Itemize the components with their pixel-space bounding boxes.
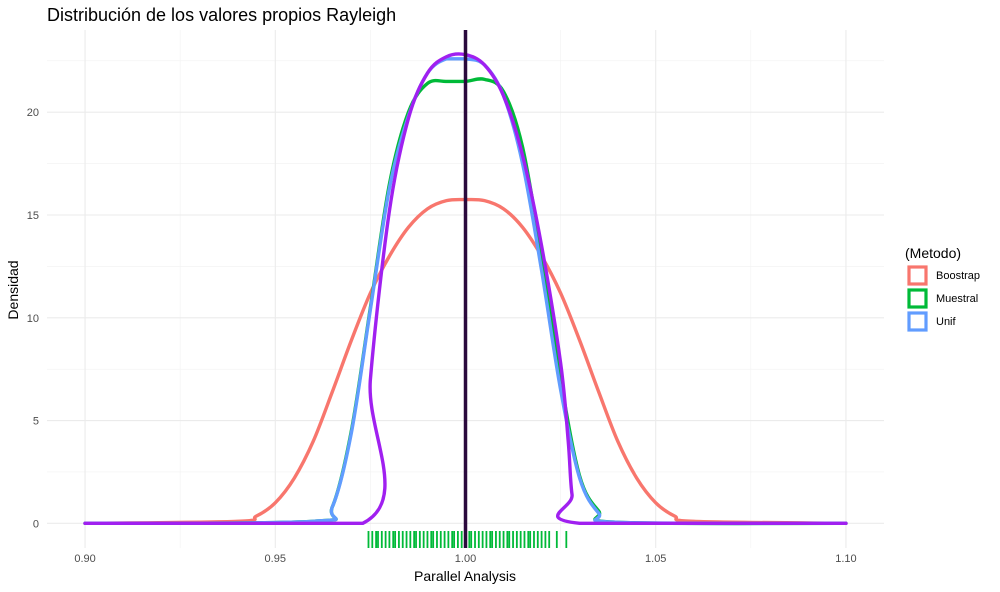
y-tick-labels: 0 5 10 15 20 <box>27 107 39 530</box>
x-tick-label: 1.10 <box>835 553 856 565</box>
legend-key-muestral <box>907 288 928 309</box>
y-tick-label: 20 <box>27 107 39 119</box>
legend-key-boostrap <box>907 265 928 286</box>
legend-key-unif <box>907 311 928 332</box>
x-tick-labels: 0.90 0.95 1.00 1.05 1.10 <box>74 553 856 565</box>
y-tick-label: 0 <box>33 518 39 530</box>
y-tick-label: 5 <box>33 416 39 428</box>
series-line-series-4 <box>83 52 848 526</box>
legend-items: Boostrap Muestral Unif <box>907 265 980 332</box>
x-axis-title: Parallel Analysis <box>414 568 516 584</box>
legend-label-unif: Unif <box>936 316 957 328</box>
legend-label-boostrap: Boostrap <box>936 270 980 282</box>
y-tick-label: 10 <box>27 313 39 325</box>
legend-title: (Metodo) <box>905 245 961 261</box>
y-tick-label: 15 <box>27 210 39 222</box>
chart-title: Distribución de los valores propios Rayl… <box>47 5 396 25</box>
x-tick-label: 0.90 <box>74 553 95 565</box>
x-tick-label: 0.95 <box>265 553 286 565</box>
legend: (Metodo) Boostrap Muestral Unif <box>905 245 980 332</box>
x-tick-label: 1.00 <box>455 553 476 565</box>
x-tick-label: 1.05 <box>645 553 666 565</box>
legend-label-muestral: Muestral <box>936 293 978 305</box>
rug-layer <box>367 531 568 548</box>
y-axis-title: Densidad <box>5 260 21 319</box>
